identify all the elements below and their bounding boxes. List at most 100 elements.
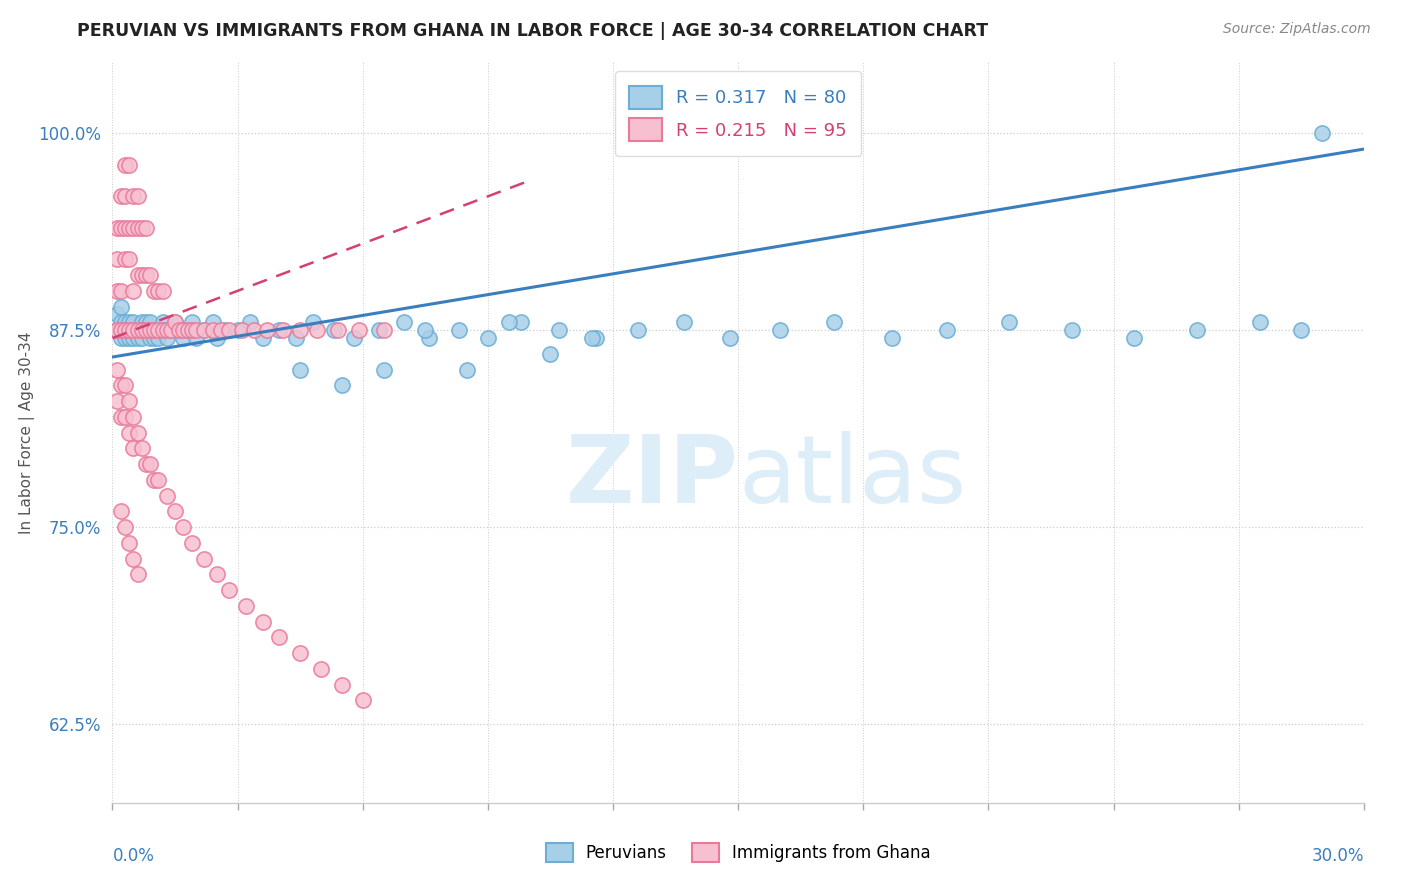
- Point: [218, 323, 240, 337]
- Point: [127, 331, 149, 345]
- Point: [769, 323, 792, 337]
- Point: [1185, 323, 1208, 337]
- Point: [122, 284, 145, 298]
- Point: [110, 315, 132, 329]
- Point: [127, 323, 149, 337]
- Point: [156, 331, 179, 345]
- Point: [110, 189, 132, 203]
- Point: [176, 323, 198, 337]
- Point: [201, 315, 224, 329]
- Point: [122, 442, 145, 456]
- Point: [167, 323, 190, 337]
- Point: [127, 567, 149, 582]
- Point: [127, 425, 149, 440]
- Point: [252, 331, 274, 345]
- Point: [114, 323, 136, 337]
- Point: [110, 378, 132, 392]
- Point: [477, 331, 499, 345]
- Point: [148, 323, 170, 337]
- Point: [139, 457, 162, 471]
- Point: [672, 315, 695, 329]
- Point: [122, 331, 145, 345]
- Point: [135, 457, 157, 471]
- Point: [148, 323, 170, 337]
- Point: [148, 331, 170, 345]
- Point: [127, 220, 149, 235]
- Point: [243, 323, 266, 337]
- Point: [152, 315, 174, 329]
- Text: Source: ZipAtlas.com: Source: ZipAtlas.com: [1223, 22, 1371, 37]
- Point: [114, 252, 136, 267]
- Point: [373, 323, 395, 337]
- Point: [998, 315, 1021, 329]
- Point: [290, 646, 312, 660]
- Point: [143, 323, 166, 337]
- Point: [326, 323, 349, 337]
- Point: [131, 323, 153, 337]
- Point: [218, 583, 240, 598]
- Point: [269, 323, 291, 337]
- Point: [118, 331, 141, 345]
- Point: [152, 323, 174, 337]
- Point: [581, 331, 603, 345]
- Point: [193, 323, 215, 337]
- Text: 30.0%: 30.0%: [1312, 847, 1364, 865]
- Point: [1060, 323, 1083, 337]
- Point: [118, 158, 141, 172]
- Point: [139, 268, 162, 282]
- Point: [139, 323, 162, 337]
- Point: [160, 323, 183, 337]
- Point: [110, 504, 132, 518]
- Point: [305, 323, 328, 337]
- Point: [1310, 126, 1333, 140]
- Point: [110, 323, 132, 337]
- Point: [110, 284, 132, 298]
- Point: [184, 323, 207, 337]
- Point: [172, 331, 194, 345]
- Point: [180, 536, 202, 550]
- Point: [114, 331, 136, 345]
- Text: PERUVIAN VS IMMIGRANTS FROM GHANA IN LABOR FORCE | AGE 30-34 CORRELATION CHART: PERUVIAN VS IMMIGRANTS FROM GHANA IN LAB…: [77, 22, 988, 40]
- Point: [139, 315, 162, 329]
- Point: [152, 284, 174, 298]
- Point: [105, 323, 128, 337]
- Point: [1291, 323, 1313, 337]
- Point: [214, 323, 236, 337]
- Point: [143, 473, 166, 487]
- Point: [105, 308, 128, 322]
- Point: [118, 252, 141, 267]
- Point: [330, 378, 353, 392]
- Point: [122, 189, 145, 203]
- Point: [139, 331, 162, 345]
- Point: [322, 323, 344, 337]
- Point: [882, 331, 904, 345]
- Point: [114, 409, 136, 424]
- Point: [110, 220, 132, 235]
- Point: [330, 678, 353, 692]
- Point: [122, 323, 145, 337]
- Point: [368, 323, 391, 337]
- Point: [110, 331, 132, 345]
- Point: [122, 409, 145, 424]
- Point: [347, 323, 370, 337]
- Legend: Peruvians, Immigrants from Ghana: Peruvians, Immigrants from Ghana: [538, 836, 938, 869]
- Point: [118, 323, 141, 337]
- Y-axis label: In Labor Force | Age 30-34: In Labor Force | Age 30-34: [20, 331, 35, 534]
- Point: [256, 323, 278, 337]
- Point: [585, 331, 607, 345]
- Point: [118, 425, 141, 440]
- Point: [373, 362, 395, 376]
- Text: ZIP: ZIP: [565, 431, 738, 523]
- Point: [935, 323, 957, 337]
- Point: [135, 220, 157, 235]
- Point: [135, 315, 157, 329]
- Point: [143, 284, 166, 298]
- Point: [180, 315, 202, 329]
- Text: 0.0%: 0.0%: [112, 847, 155, 865]
- Point: [114, 378, 136, 392]
- Point: [114, 323, 136, 337]
- Point: [118, 323, 141, 337]
- Point: [252, 615, 274, 629]
- Point: [498, 315, 520, 329]
- Point: [172, 323, 194, 337]
